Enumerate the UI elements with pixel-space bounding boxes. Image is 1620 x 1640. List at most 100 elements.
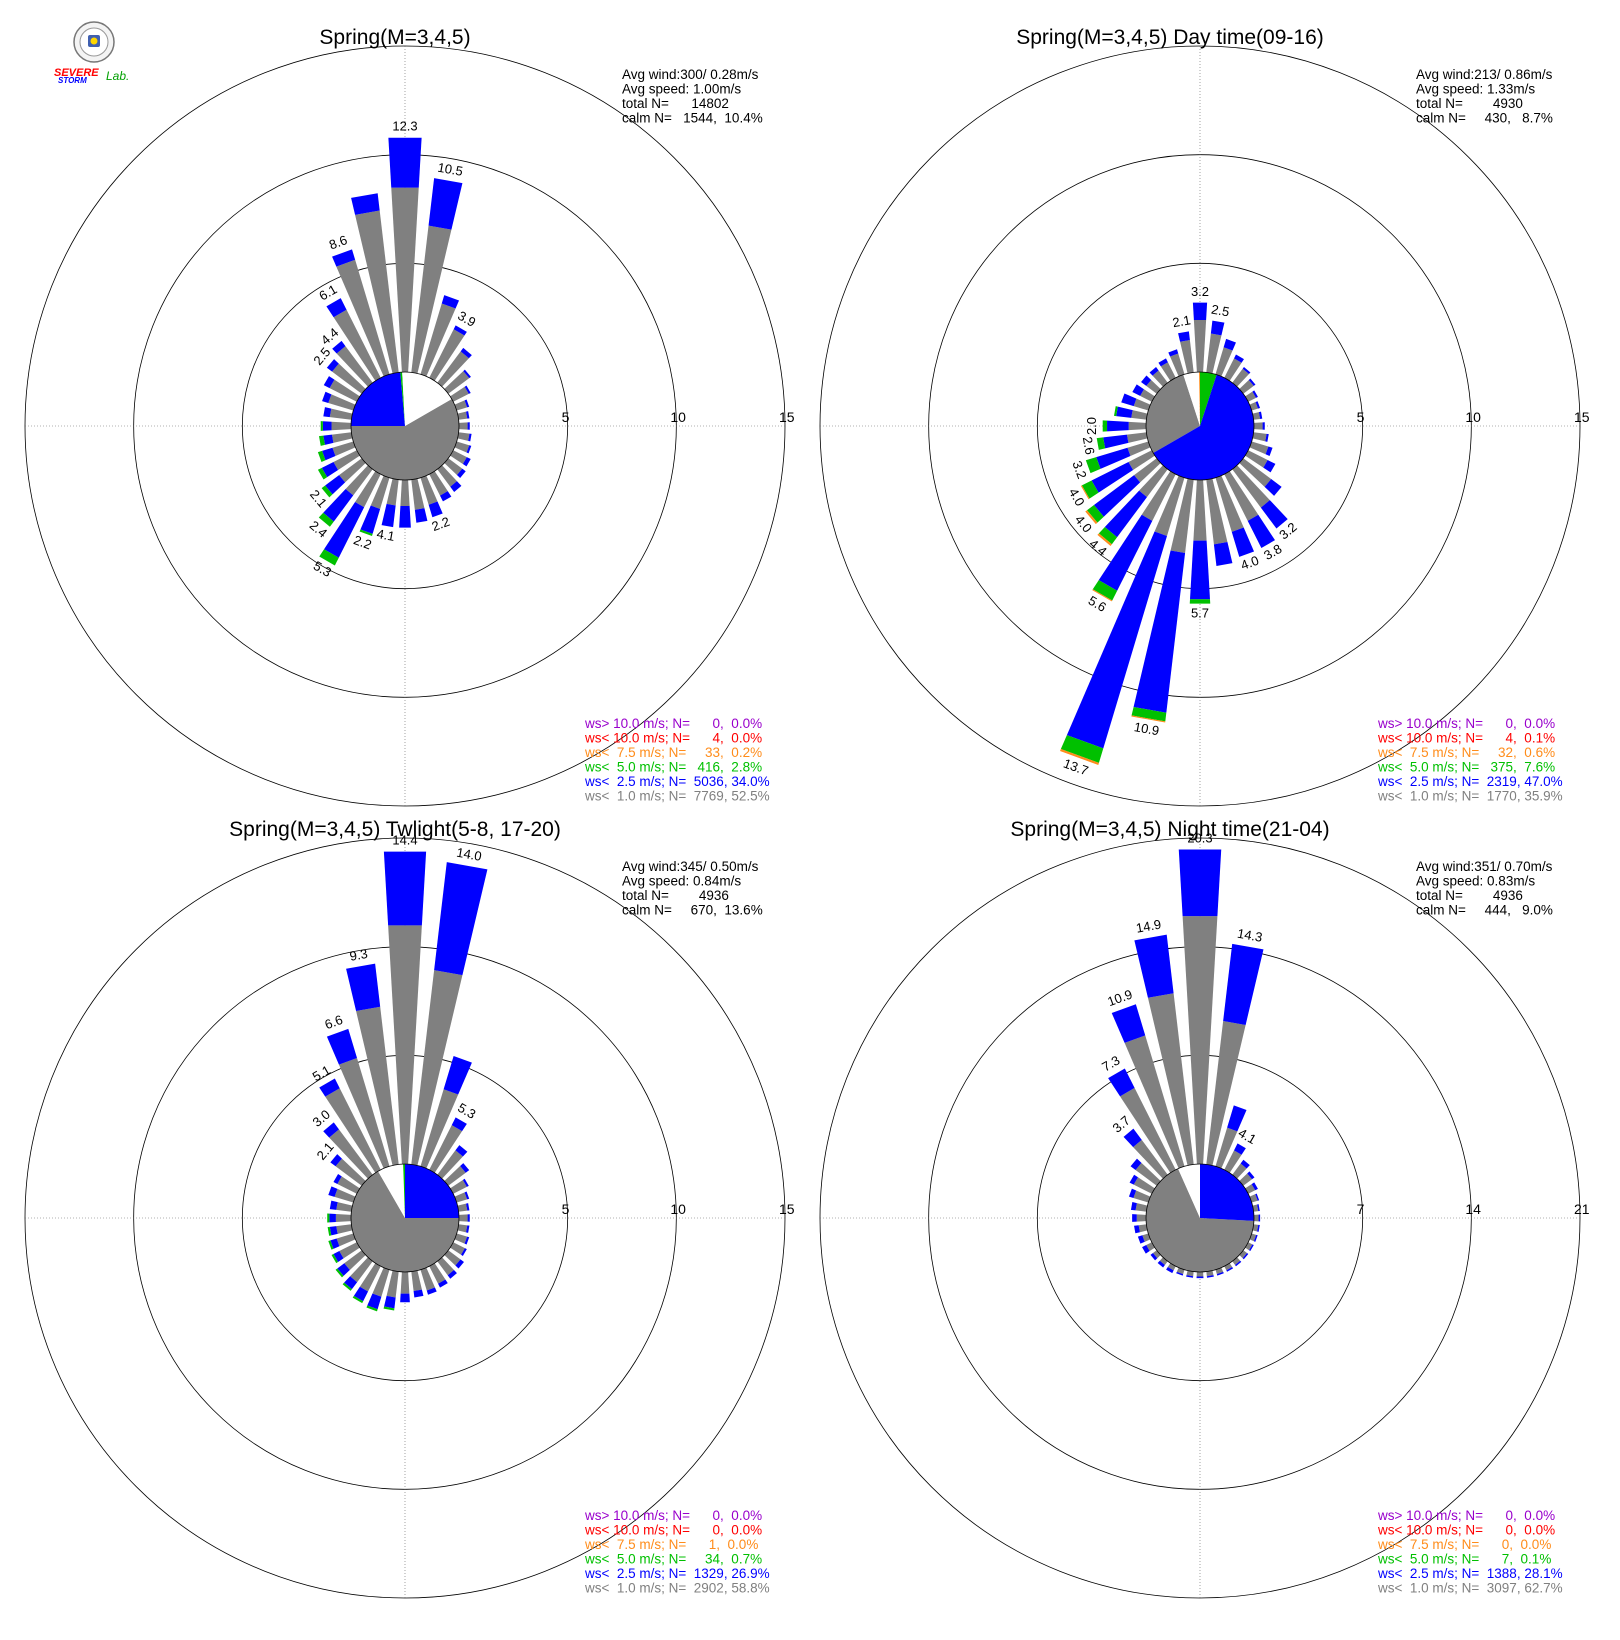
bar-gray-350 bbox=[1147, 993, 1194, 1166]
bar-blue-40 bbox=[1242, 367, 1251, 375]
bar-blue-340 bbox=[332, 249, 356, 267]
bar-blue-270 bbox=[322, 421, 332, 431]
bar-gray-20 bbox=[420, 303, 456, 377]
bar-blue-110 bbox=[464, 1236, 470, 1245]
value-label: 3.2 bbox=[1069, 459, 1089, 481]
bar-green-220 bbox=[318, 512, 334, 527]
bar-gray-190 bbox=[1186, 1270, 1194, 1277]
legend-entry: ws< 1.0 m/s; N= 7769, 52.5% bbox=[584, 789, 770, 804]
bar-blue-80 bbox=[466, 411, 470, 419]
value-label: 2.0 bbox=[1084, 417, 1099, 435]
bar-blue-170 bbox=[413, 1289, 424, 1298]
bar-blue-270 bbox=[1132, 1214, 1137, 1222]
bar-gray-210 bbox=[355, 471, 381, 508]
calm-slice-white bbox=[1183, 372, 1200, 426]
bar-gray-230 bbox=[1152, 1250, 1161, 1259]
bar-blue-230 bbox=[337, 1263, 350, 1276]
bar-blue-240 bbox=[333, 1251, 344, 1262]
bar-blue-180 bbox=[399, 505, 411, 528]
value-label: 20.3 bbox=[1187, 830, 1212, 845]
value-label: 14.3 bbox=[1236, 926, 1264, 945]
stats-line: calm N= 444, 9.0% bbox=[1416, 903, 1553, 918]
wind-rose-panel-1: 5 10 1512.310.53.92.24.12.25.32.42.12.54.4… bbox=[24, 26, 795, 807]
value-label: 4.1 bbox=[376, 526, 396, 544]
bar-green-200 bbox=[366, 1305, 378, 1312]
bar-gray-80 bbox=[457, 411, 468, 420]
bar-blue-300 bbox=[333, 1174, 342, 1184]
ring-label: 7 bbox=[1357, 1201, 1365, 1217]
bar-blue-170 bbox=[1213, 542, 1233, 566]
value-label: 5.7 bbox=[1191, 605, 1209, 620]
value-label: 5.1 bbox=[310, 1062, 333, 1084]
bar-gray-280 bbox=[329, 408, 353, 420]
bar-gray-230 bbox=[344, 1250, 366, 1270]
bar-gray-10 bbox=[1206, 1020, 1246, 1166]
bar-gray-60 bbox=[450, 1180, 467, 1194]
bar-blue-60 bbox=[462, 1178, 469, 1187]
value-label: 3.2 bbox=[1191, 284, 1209, 299]
bar-gray-220 bbox=[1159, 1257, 1168, 1266]
bar-gray-240 bbox=[1128, 450, 1155, 470]
bar-blue-320 bbox=[1149, 367, 1159, 376]
calm-slice-blue bbox=[1200, 1164, 1254, 1221]
bar-green-190 bbox=[1131, 706, 1167, 722]
value-label: 4.1 bbox=[1236, 1125, 1259, 1147]
value-label: 2.2 bbox=[352, 532, 374, 552]
stats-line: Avg wind:213/ 0.86m/s bbox=[1416, 67, 1553, 82]
bar-blue-280 bbox=[323, 407, 332, 418]
value-label: 3.9 bbox=[455, 308, 478, 330]
bar-green-210 bbox=[352, 1295, 364, 1304]
bar-gray-0 bbox=[391, 187, 419, 373]
bar-blue-210 bbox=[353, 1286, 369, 1302]
stats-line: calm N= 430, 8.7% bbox=[1416, 111, 1553, 126]
bar-gray-40 bbox=[1232, 368, 1249, 387]
bar-gray-300 bbox=[1133, 1177, 1155, 1194]
bar-gray-220 bbox=[350, 1257, 373, 1283]
bar-gray-210 bbox=[1167, 1263, 1176, 1271]
bar-gray-170 bbox=[1206, 478, 1228, 545]
bar-gray-60 bbox=[450, 386, 469, 402]
legend-entry: ws> 10.0 m/s; N= 0, 0.0% bbox=[1377, 716, 1555, 731]
bar-gray-290 bbox=[328, 394, 356, 411]
calm-pie bbox=[1145, 1163, 1255, 1273]
bar-blue-340 bbox=[1168, 349, 1179, 357]
bar-gray-320 bbox=[1152, 370, 1168, 387]
chart-title: Spring(M=3,4,5) Twlight(5-8, 17-20) bbox=[229, 818, 561, 841]
bar-blue-110 bbox=[1265, 446, 1273, 456]
bar-blue-100 bbox=[466, 1225, 470, 1233]
bar-blue-250 bbox=[330, 1238, 340, 1249]
bar-gray-290 bbox=[334, 1188, 356, 1203]
bar-blue-320 bbox=[332, 340, 346, 354]
value-label: 14.4 bbox=[392, 832, 417, 847]
legend-entry: ws< 2.5 m/s; N= 1329, 26.9% bbox=[584, 1566, 770, 1581]
bar-gray-340 bbox=[1170, 353, 1185, 377]
bar-green-240 bbox=[331, 1253, 339, 1264]
ring-label: 5 bbox=[562, 1201, 570, 1217]
bar-blue-20 bbox=[441, 295, 460, 309]
legend-entry: ws< 10.0 m/s; N= 0, 0.0% bbox=[584, 1523, 762, 1538]
stats-line: Avg speed: 1.00m/s bbox=[622, 82, 741, 97]
bar-gray-160 bbox=[1215, 475, 1244, 532]
bar-green-270 bbox=[327, 1213, 330, 1223]
bar-blue-210 bbox=[1098, 514, 1153, 591]
bar-gray-280 bbox=[1131, 410, 1148, 420]
value-label: 4.0 bbox=[1239, 553, 1261, 573]
bar-blue-310 bbox=[1141, 375, 1152, 386]
bar-blue-30 bbox=[1234, 1143, 1246, 1155]
bar-blue-70 bbox=[464, 1191, 470, 1200]
bar-gray-130 bbox=[444, 458, 463, 475]
bar-gray-120 bbox=[1245, 450, 1268, 468]
bar-blue-50 bbox=[1247, 1171, 1255, 1180]
bar-gray-350 bbox=[1180, 339, 1194, 374]
calm-pie bbox=[350, 371, 460, 481]
bar-gray-300 bbox=[1140, 389, 1155, 402]
wind-rose-panel-3: 5 10 1514.414.05.32.13.05.16.69.3Spring(M=… bbox=[24, 818, 795, 1599]
bar-gray-150 bbox=[1224, 1263, 1233, 1271]
bar-gray-60 bbox=[1245, 1184, 1256, 1194]
calm-slice-white bbox=[1178, 1164, 1200, 1218]
value-label: 10.5 bbox=[436, 160, 464, 179]
bar-blue-160 bbox=[1216, 1271, 1224, 1276]
bar-blue-250 bbox=[1096, 447, 1131, 469]
bar-gray-60 bbox=[1245, 391, 1257, 402]
